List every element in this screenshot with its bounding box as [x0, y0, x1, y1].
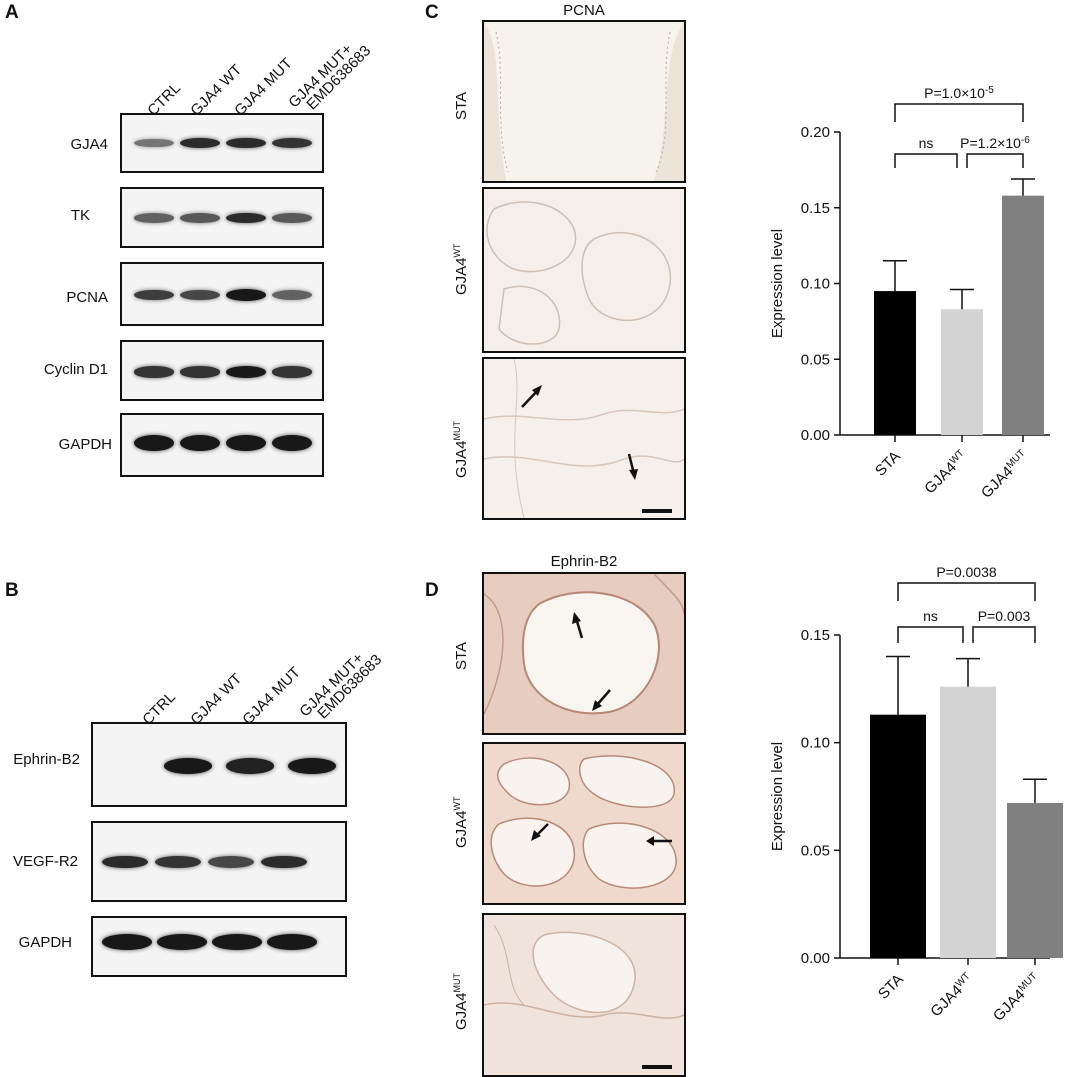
bar — [1007, 802, 1063, 958]
significance-label: ns — [923, 608, 938, 624]
significance-label: P=1.2×10-6 — [960, 135, 1030, 152]
micrograph-pcna-gja4-mut — [482, 357, 686, 520]
blot-band — [180, 213, 220, 223]
blot-label-vegf-r2: VEGF-R2 — [12, 853, 78, 870]
blot-band — [272, 137, 312, 149]
x-tick-label: GJA4WT — [921, 447, 971, 497]
x-tick-label: GJA4MUT — [990, 970, 1044, 1024]
significance-label: P=0.003 — [978, 608, 1031, 624]
row-label-gja4-mut-d: GJA4MUT — [452, 972, 470, 1030]
bar — [1002, 195, 1044, 435]
y-tick-label: 0.00 — [801, 427, 830, 444]
x-tick-label: STA — [875, 971, 907, 1003]
y-tick-label: 0.00 — [801, 950, 830, 967]
blot-band — [272, 213, 312, 223]
blot-label-gapdh: GAPDH — [58, 436, 112, 453]
blot-band — [102, 934, 152, 950]
y-axis-label: Expression level — [769, 742, 786, 851]
row-label-gja4-mut-c: GJA4MUT — [452, 420, 470, 478]
x-tick-label: GJA4MUT — [978, 447, 1032, 501]
row-label-gja4-wt-d: GJA4WT — [452, 796, 470, 848]
bar-chart-ephrin-b2: 0.00 0.05 0.10 0.15 Expression level STA GJA4W… — [769, 564, 1063, 1025]
significance-bracket — [897, 582, 1036, 601]
significance-bracket — [966, 153, 1024, 168]
blot-label-gja4: GJA4 — [70, 136, 108, 153]
blot-label-tk: TK — [70, 207, 90, 224]
row-label-sta-d: STA — [453, 641, 470, 670]
significance-bracket — [972, 626, 1036, 643]
row-label-gja4-wt-c: GJA4WT — [452, 243, 470, 295]
significance-bracket — [897, 626, 964, 643]
bar — [874, 291, 916, 435]
lane-label-gja4-mut-b: GJA4 MUT — [239, 663, 304, 729]
blot-band — [267, 934, 317, 950]
micrograph-ephrin-gja4-wt — [482, 742, 686, 905]
blot-band — [272, 366, 312, 378]
blot-label-cyclin-d1: Cyclin D1 — [43, 361, 108, 378]
blot-band — [180, 366, 220, 378]
significance-label: ns — [919, 135, 934, 151]
y-tick-label: 0.20 — [801, 124, 830, 141]
stain-title-ephrin-b2: Ephrin-B2 — [550, 553, 618, 570]
blot-band — [272, 290, 312, 300]
blot-label-pcna: PCNA — [66, 289, 108, 306]
blot-band — [134, 138, 174, 148]
y-tick-label: 0.15 — [801, 627, 830, 644]
bar — [870, 714, 926, 958]
blot-label-gapdh-b: GAPDH — [18, 934, 72, 951]
blot-band — [134, 289, 174, 301]
blot-band — [155, 855, 201, 869]
blot-band — [157, 934, 207, 950]
y-tick-label: 0.05 — [801, 351, 830, 368]
panel-letter-a: A — [5, 2, 19, 23]
blot-band — [180, 289, 220, 301]
blot-band — [226, 212, 266, 224]
blot-band — [134, 435, 174, 451]
blot-band — [226, 758, 274, 774]
row-label-sta-c: STA — [453, 91, 470, 120]
significance-bracket — [894, 103, 1024, 122]
blot-band — [226, 137, 266, 149]
micrograph-ephrin-sta — [482, 572, 686, 735]
blot-band — [261, 855, 307, 869]
micrograph-pcna-gja4-wt — [482, 187, 686, 353]
blot-band — [226, 366, 266, 378]
y-tick-label: 0.10 — [801, 276, 830, 293]
blot-band — [288, 758, 336, 774]
blot-band — [226, 435, 266, 451]
y-tick-label: 0.10 — [801, 735, 830, 752]
blot-label-ephrin-b2: Ephrin-B2 — [13, 751, 80, 768]
y-axis-label: Expression level — [769, 229, 786, 338]
y-tick-label: 0.05 — [801, 842, 830, 859]
lane-label-gja4-wt-b: GJA4 WT — [187, 670, 246, 729]
micrograph-ephrin-gja4-mut — [482, 913, 686, 1077]
significance-label: P=0.0038 — [936, 564, 997, 580]
bar-chart-pcna: 0.00 0.05 0.10 0.15 0.20 Expression level STA G… — [769, 85, 1050, 502]
stain-title-pcna: PCNA — [563, 2, 605, 19]
blot-band — [180, 137, 220, 149]
blot-band — [212, 934, 262, 950]
blot-band — [164, 758, 212, 774]
x-tick-label: STA — [872, 448, 904, 480]
significance-label: P=1.0×10-5 — [924, 85, 994, 102]
blot-band — [134, 366, 174, 378]
blot-band — [102, 855, 148, 869]
significance-bracket — [894, 153, 958, 168]
panel-letter-c: C — [425, 2, 439, 23]
x-tick-label: GJA4WT — [927, 970, 977, 1020]
blot-band — [272, 435, 312, 451]
micrograph-pcna-sta — [482, 20, 686, 183]
panel-letter-d: D — [425, 580, 439, 601]
bar — [940, 686, 996, 958]
blot-band — [226, 289, 266, 301]
bar — [941, 309, 983, 435]
blot-band — [180, 435, 220, 451]
panel-letter-b: B — [5, 580, 19, 601]
blot-band — [134, 213, 174, 223]
y-tick-label: 0.15 — [801, 200, 830, 217]
blot-band — [208, 855, 254, 869]
lane-label-gja4-mut: GJA4 MUT — [231, 54, 296, 120]
